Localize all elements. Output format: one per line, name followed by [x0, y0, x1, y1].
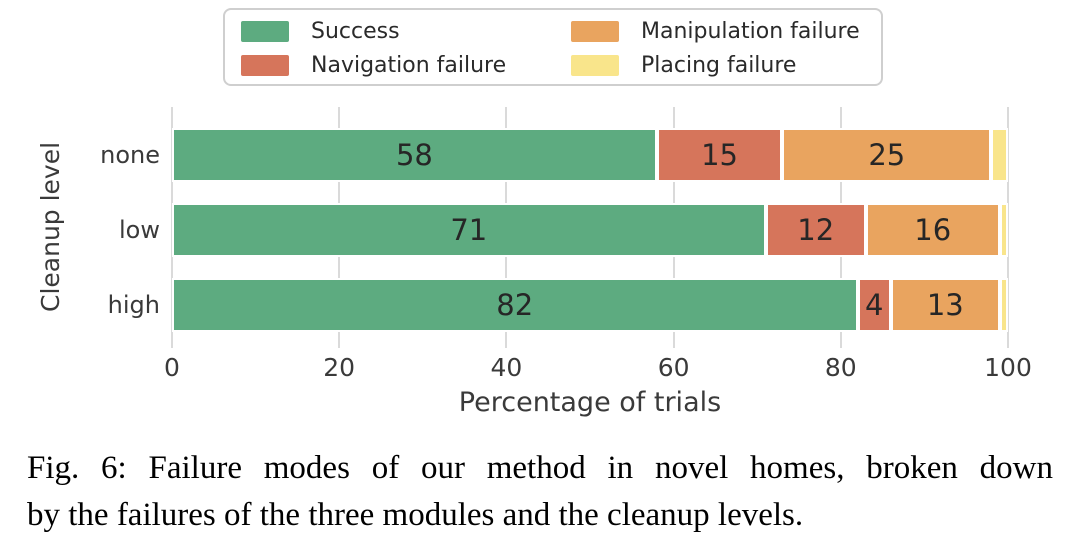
- legend-label: Success: [311, 18, 400, 44]
- bar-value-label: 15: [701, 138, 739, 172]
- x-tick-label-20: 20: [323, 353, 356, 382]
- bar-row-high: 82 4 13: [172, 278, 1008, 332]
- bar-segment-manipulation-failure-low: 16: [865, 203, 1000, 257]
- bar-value-label: 82: [496, 288, 534, 322]
- y-axis-ticks: none low high: [55, 105, 160, 348]
- legend-swatch-manipulation-failure: [571, 20, 619, 42]
- x-tick-label-80: 80: [824, 353, 857, 382]
- bar-value-label: 71: [450, 213, 488, 247]
- bar-segment-navigation-failure-low: 12: [765, 203, 866, 257]
- legend-swatch-placing-failure: [571, 54, 619, 76]
- figure-caption: Fig. 6: Failure modes of our method in n…: [27, 445, 1053, 539]
- legend-label: Placing failure: [641, 52, 797, 78]
- bar-segment-success-low: 71: [172, 203, 766, 257]
- bar-segment-navigation-failure-high: 4: [857, 278, 891, 332]
- legend-swatch-success: [241, 20, 289, 42]
- x-axis-label: Percentage of trials: [458, 387, 722, 418]
- bar-segment-placing-failure-none: [991, 128, 1008, 182]
- bar-value-label: 13: [926, 288, 964, 322]
- plot-area: 58 15 25 71 12 16 82 4 13: [171, 105, 1009, 348]
- caption-line-1: Fig. 6: Failure modes of our method in n…: [27, 450, 1053, 486]
- bar-segment-success-high: 82: [172, 278, 858, 332]
- y-tick-label-low: low: [119, 216, 160, 244]
- bar-segment-placing-failure-high: [999, 278, 1008, 332]
- bar-row-low: 71 12 16: [172, 203, 1008, 257]
- legend-item-success: Success: [241, 19, 571, 44]
- bar-segment-manipulation-failure-high: 13: [890, 278, 1000, 332]
- y-tick-label-none: none: [100, 141, 160, 169]
- legend-swatch-navigation-failure: [241, 54, 289, 76]
- x-tick-label-100: 100: [984, 353, 1032, 382]
- bar-value-label: 12: [797, 213, 835, 247]
- legend-item-placing-failure: Placing failure: [571, 53, 881, 78]
- bar-segment-manipulation-failure-none: 25: [782, 128, 992, 182]
- bar-segment-success-none: 58: [172, 128, 657, 182]
- x-tick-label-0: 0: [164, 353, 180, 382]
- legend-label: Manipulation failure: [641, 18, 860, 44]
- legend-item-manipulation-failure: Manipulation failure: [571, 19, 881, 44]
- bar-value-label: 4: [865, 288, 884, 322]
- bar-value-label: 58: [395, 138, 433, 172]
- gridline-100: [1007, 107, 1009, 348]
- x-tick-label-40: 40: [490, 353, 523, 382]
- y-tick-label-high: high: [107, 291, 160, 319]
- caption-line-2: by the failures of the three modules and…: [27, 497, 804, 533]
- x-axis-ticks: 0 20 40 60 80 100: [164, 353, 1032, 385]
- legend-item-navigation-failure: Navigation failure: [241, 53, 571, 78]
- legend-label: Navigation failure: [311, 52, 507, 78]
- bar-segment-placing-failure-low: [999, 203, 1008, 257]
- bar-value-label: 16: [914, 213, 952, 247]
- bar-value-label: 25: [868, 138, 906, 172]
- bar-row-none: 58 15 25: [172, 128, 1008, 182]
- x-tick-label-60: 60: [657, 353, 690, 382]
- legend: Success Navigation failure Manipulation fa…: [223, 8, 883, 86]
- bar-segment-navigation-failure-none: 15: [656, 128, 783, 182]
